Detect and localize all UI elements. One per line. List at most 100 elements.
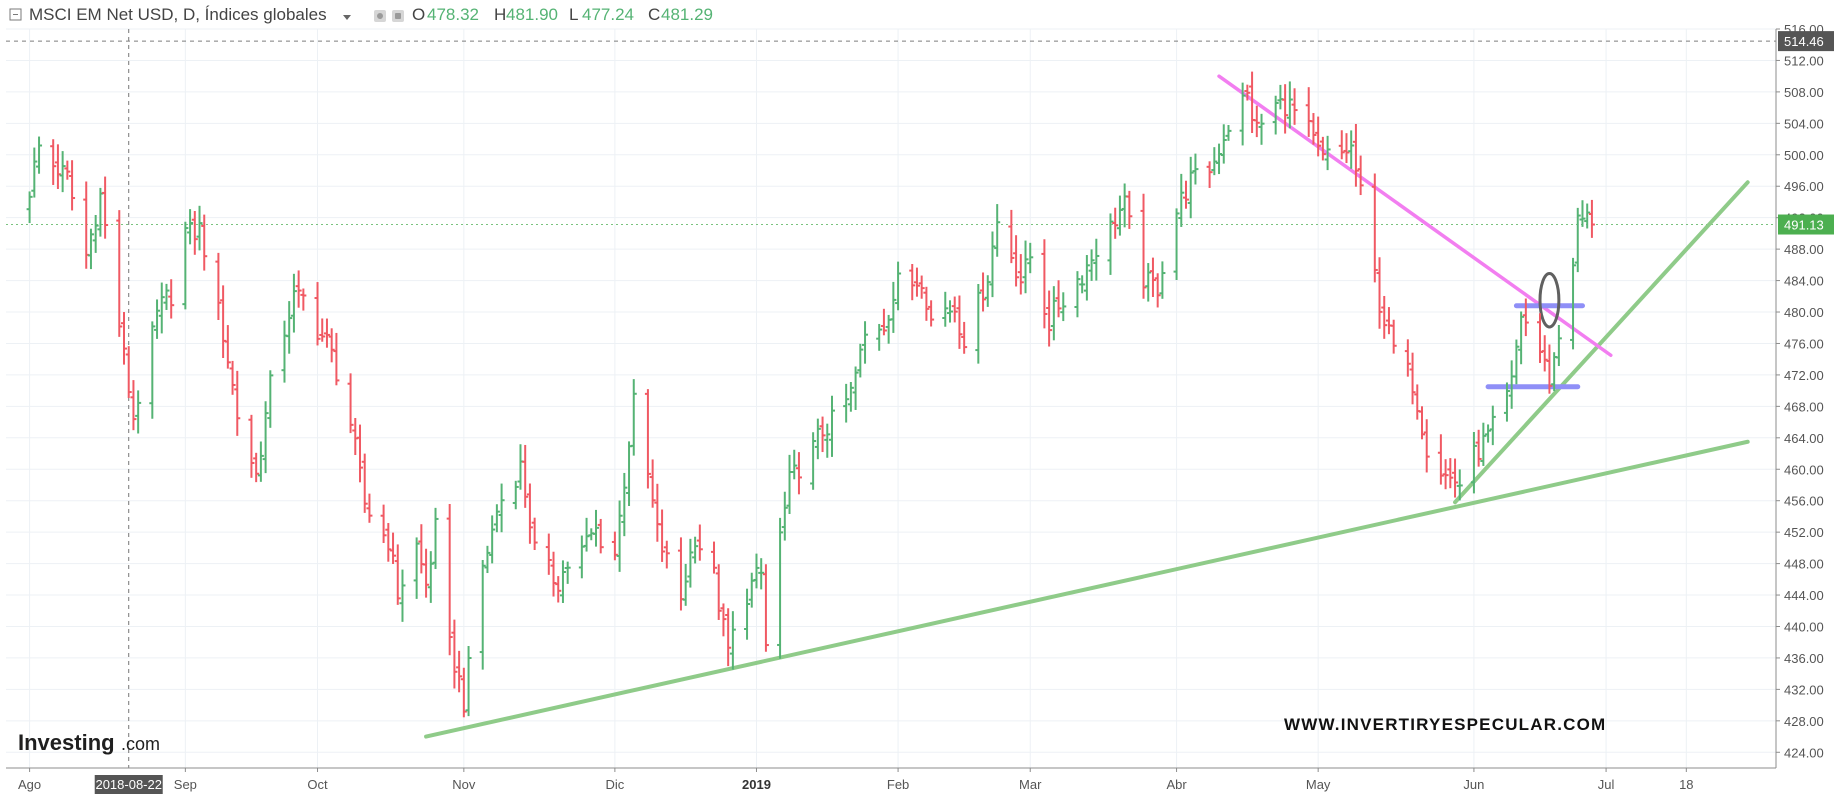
y-tick-label: 432.00 [1784, 682, 1824, 697]
ohlc-bar [1220, 124, 1227, 164]
x-tick-label: Feb [887, 777, 909, 792]
ohlc-bar [1055, 280, 1062, 318]
investing-logo-suffix: .com [121, 734, 160, 754]
ohlc-bar [942, 291, 949, 327]
x-tick-label: Ago [18, 777, 41, 792]
ohlc-close-value: 481.29 [661, 5, 713, 24]
ohlc-bar [1338, 130, 1345, 160]
ohlc-bar [616, 500, 623, 572]
ohlc-bar [121, 312, 127, 365]
breakout-ellipse [1538, 271, 1561, 329]
ohlc-bar [253, 452, 260, 483]
y-tick-label: 464.00 [1784, 431, 1824, 446]
ohlc-bar [1145, 263, 1152, 302]
ohlc-bar [1503, 382, 1510, 422]
ohlc-bar [1390, 319, 1397, 354]
ohlc-bar [36, 136, 43, 174]
ohlc-bar [810, 432, 817, 490]
ohlc-bar [1480, 422, 1487, 466]
settings-icon-center [377, 13, 383, 19]
y-tick-label: 456.00 [1784, 494, 1824, 509]
ohlc-bar [1112, 207, 1119, 239]
x-tick-label: 2019 [742, 777, 771, 792]
ohlc-bar [423, 548, 430, 598]
ohlc-bar [50, 139, 57, 185]
current-price-label-bg [1778, 214, 1834, 235]
ohlc-close-label: C [648, 5, 660, 24]
y-tick-label: 496.00 [1784, 179, 1824, 194]
ohlc-bar [158, 282, 165, 334]
ohlc-bar [1579, 200, 1586, 227]
ohlc-bar [54, 144, 61, 189]
chevron-down-icon[interactable] [343, 15, 351, 20]
ohlc-low-label: L [569, 5, 578, 24]
ohlc-bar [1310, 113, 1317, 145]
ohlc-bar [758, 558, 765, 590]
ohlc-bar [224, 325, 231, 369]
ohlc-bar [1050, 286, 1057, 341]
ohlc-bar [989, 231, 996, 298]
x-tick-label: Nov [452, 777, 476, 792]
ohlc-bar [493, 504, 500, 533]
ohlc-bar [59, 151, 66, 193]
ohlc-bar [913, 267, 920, 297]
y-tick-label: 500.00 [1784, 148, 1824, 163]
ohlc-bar [1107, 213, 1114, 275]
y-tick-label: 504.00 [1784, 116, 1824, 131]
current-price-label: 491.13 [1784, 218, 1824, 233]
ohlc-bar [357, 424, 363, 483]
ohlc-bar [777, 517, 784, 659]
ohlc-bar [1348, 130, 1355, 169]
ohlc-bar [687, 538, 694, 588]
ohlc-bar [729, 611, 736, 670]
ohlc-bar [479, 559, 486, 670]
ohlc-bar [880, 308, 887, 336]
ohlc-bar [744, 588, 751, 640]
ohlc-bar [795, 452, 802, 495]
ohlc-bar [781, 491, 788, 541]
ohlc-bar [154, 299, 161, 339]
x-tick-label: Oct [307, 777, 328, 792]
x-tick-label: Abr [1166, 777, 1187, 792]
ohlc-bar [1183, 180, 1189, 209]
ohlc-bar [621, 472, 628, 537]
ohlc-bar [1513, 339, 1520, 385]
ohlc-bar [1022, 240, 1029, 294]
ohlc-bar [1404, 339, 1411, 377]
ohlc-bar [1017, 254, 1024, 295]
ohlc-bar [248, 414, 255, 478]
ohlc-bar [895, 261, 902, 311]
ohlc-bar [1518, 311, 1525, 365]
x-tick-label: Dic [605, 777, 624, 792]
ohlc-bar [1216, 143, 1223, 175]
ohlc-open-label: O [412, 5, 425, 24]
ohlc-bar [1489, 405, 1496, 446]
ohlc-bar [1159, 261, 1166, 299]
ohlc-bar [814, 418, 821, 460]
ohlc-bar [1060, 292, 1067, 322]
ohlc-bar [465, 645, 472, 717]
ohlc-bar [984, 275, 991, 307]
ohlc-bar [1093, 238, 1100, 281]
ohlc-bar [399, 569, 406, 622]
ohlc-bar [593, 509, 599, 547]
ohlc-bar [1088, 249, 1095, 281]
ohlc-bar [456, 650, 463, 693]
ohlc-bar [1046, 290, 1053, 347]
ohlc-bar [975, 283, 982, 364]
ohlc-bar [1315, 116, 1322, 157]
y-tick-label: 428.00 [1784, 714, 1824, 729]
ohlc-bar [1178, 173, 1185, 227]
label-layer: 424.00 428.00 432.00 436.00 440.00 444.00 448.… [18, 22, 1834, 794]
ohlc-bar [196, 205, 203, 251]
ohlc-bar [1079, 275, 1086, 294]
ohlc-bar [187, 209, 194, 245]
ohlc-bar [366, 493, 373, 523]
ohlc-bar [26, 191, 33, 224]
ohlc-bar [1253, 105, 1260, 138]
ohlc-bar [720, 603, 727, 637]
ohlc-bar [1381, 295, 1388, 339]
ohlc-bar [229, 360, 236, 395]
y-tick-label: 452.00 [1784, 525, 1824, 540]
ohlc-bar [385, 523, 392, 562]
